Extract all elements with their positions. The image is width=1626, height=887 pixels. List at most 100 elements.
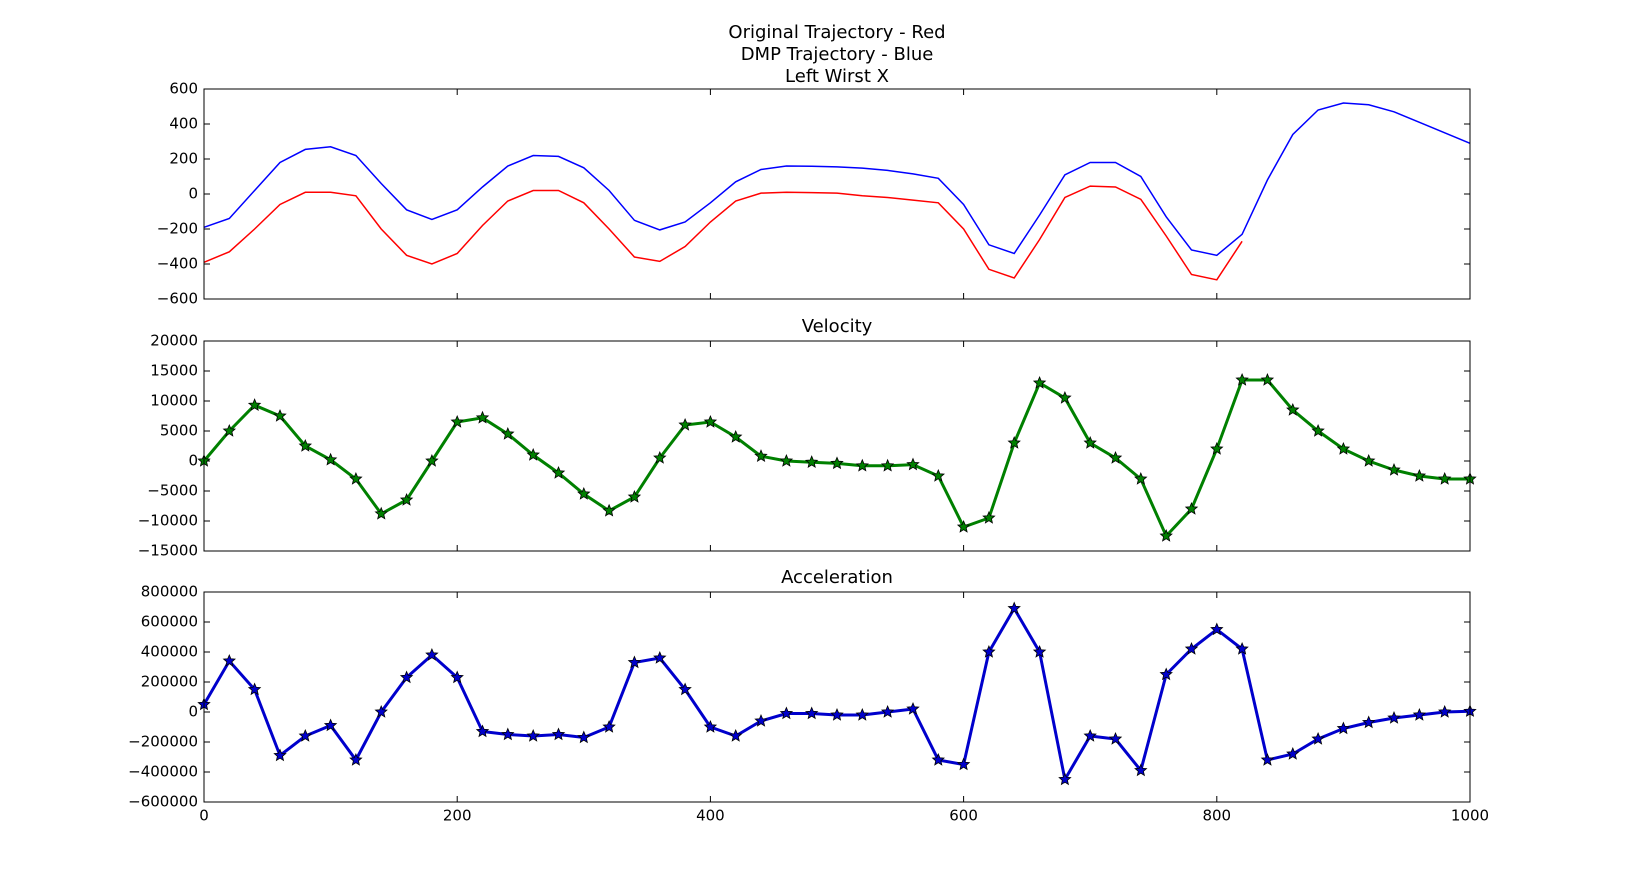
marker <box>501 426 515 440</box>
marker <box>1311 731 1325 745</box>
marker <box>779 453 794 467</box>
marker <box>273 748 287 762</box>
plot-frame <box>203 591 1471 803</box>
marker <box>425 647 439 661</box>
marker <box>1184 501 1199 515</box>
series-line <box>202 605 1471 784</box>
x-tick-label: 0 <box>199 807 209 825</box>
chart-title: Original Trajectory - Red <box>728 22 945 43</box>
marker <box>956 519 971 533</box>
marker <box>627 489 642 503</box>
marker <box>1108 450 1123 464</box>
marker <box>931 752 946 766</box>
y-tick-label: 20000 <box>150 332 198 350</box>
marker <box>728 429 743 443</box>
y-tick-label: 400000 <box>141 643 198 661</box>
marker <box>1412 468 1427 482</box>
marker <box>653 450 667 464</box>
marker <box>1438 704 1452 718</box>
y-tick-label: 400 <box>169 115 198 133</box>
marker <box>450 670 464 684</box>
marker <box>1159 667 1173 681</box>
marker <box>298 438 313 452</box>
plot-frame <box>203 340 1471 552</box>
marker <box>703 414 718 428</box>
marker <box>577 486 591 500</box>
chart-title: Acceleration <box>781 567 893 588</box>
marker <box>855 458 869 472</box>
marker <box>678 682 692 696</box>
marker <box>1210 622 1224 636</box>
marker <box>399 492 414 506</box>
marker <box>855 707 869 721</box>
series-line <box>203 102 1471 257</box>
marker <box>1007 601 1021 615</box>
marker <box>982 644 996 658</box>
marker <box>805 706 819 720</box>
marker <box>1387 710 1401 724</box>
marker <box>1032 644 1047 658</box>
marker <box>880 458 895 472</box>
marker <box>1159 528 1173 542</box>
marker <box>880 704 895 718</box>
marker <box>526 728 540 742</box>
marker <box>222 423 236 437</box>
marker <box>222 653 236 667</box>
y-tick-label: −400 <box>157 255 198 273</box>
marker <box>830 707 844 721</box>
marker <box>1412 707 1427 721</box>
marker <box>1032 375 1047 389</box>
marker <box>1336 441 1351 455</box>
marker <box>703 719 718 733</box>
y-tick-label: 15000 <box>150 362 198 380</box>
marker <box>1134 471 1148 485</box>
marker <box>323 718 338 732</box>
chart-title: Velocity <box>802 316 873 337</box>
y-tick-label: 600000 <box>141 613 198 631</box>
marker <box>1260 752 1275 766</box>
marker <box>551 465 566 479</box>
marker <box>501 727 515 741</box>
y-tick-label: 0 <box>188 185 198 203</box>
y-tick-label: −10000 <box>138 512 198 530</box>
marker <box>1083 728 1097 742</box>
series-line <box>203 185 1243 281</box>
marker <box>1361 453 1376 467</box>
marker <box>247 682 262 696</box>
marker <box>374 506 388 520</box>
marker <box>1438 471 1452 485</box>
marker <box>830 456 844 470</box>
x-tick-label: 200 <box>443 807 472 825</box>
y-tick-label: −400000 <box>128 763 198 781</box>
marker <box>1058 390 1072 404</box>
marker <box>475 410 490 424</box>
marker <box>754 713 768 727</box>
marker <box>1235 641 1249 655</box>
marker <box>678 417 692 431</box>
y-tick-label: 800000 <box>141 583 198 601</box>
marker <box>475 724 490 738</box>
marker <box>298 728 313 742</box>
x-tick-label: 600 <box>949 807 978 825</box>
y-tick-label: −600000 <box>128 793 198 811</box>
marker <box>1336 721 1351 735</box>
marker <box>1210 441 1224 455</box>
marker <box>247 398 262 411</box>
x-tick-label: 400 <box>696 807 725 825</box>
y-tick-label: 600 <box>169 80 198 98</box>
marker <box>779 706 794 720</box>
marker <box>906 457 920 471</box>
marker <box>1387 462 1401 476</box>
marker <box>1311 423 1325 437</box>
y-tick-label: −600 <box>157 290 198 308</box>
marker <box>1286 402 1300 416</box>
marker <box>273 408 287 422</box>
marker <box>374 704 388 718</box>
y-tick-label: 200000 <box>141 673 198 691</box>
y-tick-label: 0 <box>188 703 198 721</box>
marker <box>1007 435 1021 449</box>
marker <box>956 757 971 771</box>
marker <box>450 414 464 428</box>
y-tick-label: 5000 <box>160 422 198 440</box>
